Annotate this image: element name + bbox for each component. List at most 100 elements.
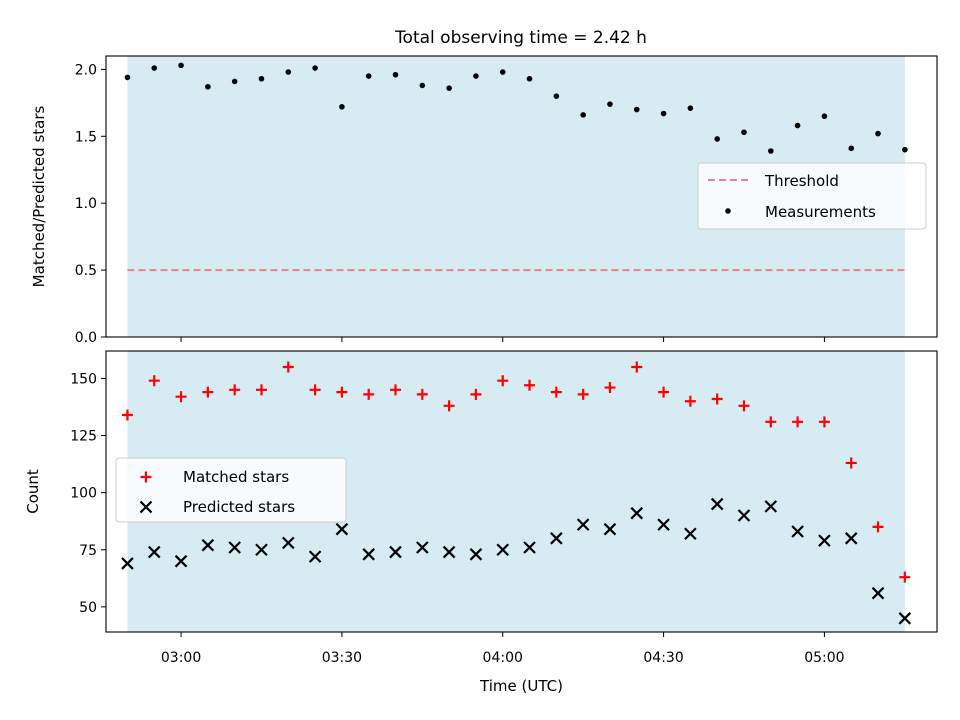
matched-star-point <box>631 361 643 373</box>
matched-star-point <box>470 388 482 400</box>
y-axis-label: Matched/Predicted stars <box>30 106 48 288</box>
legend-predicted-swatch <box>139 500 153 514</box>
y-tick-label: 100 <box>70 486 97 502</box>
predicted-star-point <box>496 543 510 557</box>
legend-top: Threshold Measurements <box>697 162 927 230</box>
predicted-star-point <box>818 534 831 547</box>
x-axis-label: Time (UTC) <box>479 677 563 695</box>
count-panel: 50 75 100 125 150 03:00 03:30 04:00 04:30 05:00 Co… <box>24 350 938 695</box>
measurement-point <box>848 145 855 152</box>
measurement-point <box>285 69 292 75</box>
chart-title: Total observing time = 2.42 h <box>394 28 647 48</box>
predicted-star-point <box>684 527 697 541</box>
matched-star-point <box>443 400 455 412</box>
predicted-star-point <box>442 545 456 559</box>
x-tick-label: 03:00 <box>161 650 201 666</box>
measurement-point <box>258 75 265 82</box>
x-tick-label: 04:00 <box>483 650 523 666</box>
matched-star-point <box>497 375 509 387</box>
legend-predicted-label: Predicted stars <box>183 498 295 516</box>
predicted-star-point <box>764 500 778 513</box>
predicted-star-point <box>147 545 161 559</box>
x-tick-label: 04:30 <box>643 650 683 666</box>
y-axis-label: Count <box>24 469 42 514</box>
legend-measurements-label: Measurements <box>765 203 876 221</box>
matched-star-point <box>872 521 884 533</box>
measurement-point <box>473 73 479 79</box>
measurement-point <box>365 73 372 79</box>
y-tick-label: 0.5 <box>75 263 97 279</box>
axes-frame <box>105 55 938 338</box>
predicted-star-point <box>844 532 858 545</box>
measurement-point <box>687 105 694 111</box>
matched-star-point <box>577 388 589 400</box>
matched-star-point <box>711 393 723 405</box>
legend-matched-swatch <box>140 471 152 483</box>
matched-star-point <box>658 386 670 398</box>
predicted-star-point <box>308 550 322 563</box>
predicted-star-point <box>121 557 134 570</box>
matched-star-point <box>738 400 750 412</box>
measurement-point <box>580 112 586 118</box>
measurement-point <box>446 85 452 91</box>
measurement-point <box>205 83 211 90</box>
measurement-point <box>902 146 908 153</box>
measurement-point <box>151 65 158 71</box>
matched-star-point <box>845 457 857 469</box>
predicted-star-point <box>603 522 617 536</box>
matched-star-point <box>550 386 562 398</box>
y-tick-label: 75 <box>79 543 97 559</box>
predicted-star-point <box>255 543 268 557</box>
matched-star-point <box>416 388 428 400</box>
predicted-star-point <box>657 518 670 531</box>
predicted-star-point <box>389 545 402 559</box>
measurement-point <box>714 136 720 142</box>
predicted-star-point <box>737 509 751 522</box>
legend-box <box>697 162 927 230</box>
measurement-point <box>633 106 640 113</box>
measurement-point <box>312 65 318 71</box>
matched-star-point <box>818 416 830 428</box>
x-tick-label: 03:30 <box>322 650 362 666</box>
predicted-star-point <box>416 541 429 554</box>
matched-star-point <box>282 361 294 373</box>
matched-star-point <box>148 375 160 387</box>
matched-star-point <box>336 386 348 398</box>
ratio-panel: 0.0 0.5 1.0 1.5 2.0 Matched/Predicted stars Th… <box>30 55 938 346</box>
x-tick-label: 05:00 <box>804 650 844 666</box>
measurement-point <box>124 74 131 81</box>
measurement-point <box>660 110 667 117</box>
measurement-point <box>392 71 399 78</box>
y-tick-label: 1.5 <box>75 129 97 145</box>
y-tick-label: 150 <box>70 371 97 387</box>
y-tick-label: 50 <box>79 600 97 616</box>
measurement-point <box>741 129 747 136</box>
matched-star-point <box>121 409 133 421</box>
predicted-star-point <box>201 538 215 552</box>
predicted-star-point <box>898 612 912 625</box>
measurement-point <box>231 78 238 85</box>
matched-star-point <box>229 384 241 396</box>
y-tick-label: 125 <box>70 429 97 445</box>
matched-star-point <box>255 384 267 396</box>
predicted-star-point <box>469 548 483 561</box>
measurement-point <box>178 62 184 69</box>
matched-star-point <box>175 391 187 403</box>
predicted-star-point <box>550 532 563 545</box>
matched-star-point <box>309 384 321 396</box>
measurement-point <box>607 101 613 107</box>
y-tick-label: 1.0 <box>75 196 97 212</box>
predicted-star-point <box>871 586 885 600</box>
matched-star-point <box>604 382 616 394</box>
predicted-star-point <box>791 525 804 538</box>
matched-star-point <box>524 379 536 391</box>
legend-box <box>115 457 347 523</box>
axes-frame <box>105 350 938 633</box>
y-tick-label: 2.0 <box>75 62 97 78</box>
predicted-star-point <box>335 522 349 536</box>
matched-star-point <box>765 416 777 428</box>
measurement-point <box>419 82 426 89</box>
predicted-star-point <box>576 518 590 531</box>
predicted-star-point <box>523 541 536 554</box>
